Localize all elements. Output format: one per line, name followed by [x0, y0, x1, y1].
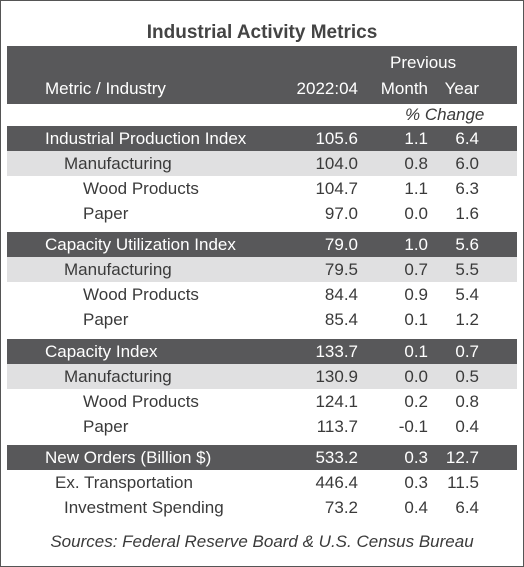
subheader: % Change [405, 105, 485, 124]
column-header: Metric / Industry [45, 79, 166, 98]
cell-value: 5.5 [455, 260, 479, 279]
row-label: Investment Spending [64, 498, 224, 517]
cell-value: 1.1 [404, 129, 428, 148]
cell-value: 0.1 [404, 310, 428, 329]
section-band [7, 126, 517, 151]
column-group: Previous [390, 53, 457, 72]
cell-value: 0.2 [404, 392, 428, 411]
cell-value: 0.0 [404, 367, 428, 386]
cell-value: 12.7 [445, 448, 479, 467]
cell-value: 79.5 [324, 260, 358, 279]
cell-value: 5.6 [455, 235, 479, 254]
cell-value: 0.9 [404, 285, 428, 304]
row-label: Manufacturing [64, 367, 172, 386]
cell-value: 0.3 [404, 473, 428, 492]
row-label: Industrial Production Index [45, 129, 247, 148]
section-band [7, 339, 517, 364]
section-band [7, 232, 517, 257]
row-label: Manufacturing [64, 260, 172, 279]
row-label: Wood Products [83, 392, 199, 411]
header-band [7, 46, 517, 104]
cell-value: 0.8 [404, 154, 428, 173]
cell-value: 105.6 [315, 129, 358, 148]
cell-value: 113.7 [316, 417, 358, 436]
column-header: Month [380, 79, 428, 98]
cell-value: 1.6 [455, 204, 479, 223]
cell-value: 11.5 [447, 473, 479, 492]
row-label: Paper [83, 204, 129, 223]
cell-value: 533.2 [315, 448, 358, 467]
cell-value: 0.4 [455, 417, 479, 436]
cell-value: 0.0 [404, 204, 428, 223]
cell-value: 0.7 [455, 342, 479, 361]
subsection-band [7, 364, 517, 389]
cell-value: 0.1 [404, 342, 428, 361]
subsection-band [7, 257, 517, 282]
subsection-band [7, 151, 517, 176]
cell-value: 0.7 [404, 260, 428, 279]
cell-value: 6.4 [455, 498, 479, 517]
cell-value: 1.2 [455, 310, 479, 329]
cell-value: 0.4 [404, 498, 428, 517]
section-band [7, 445, 517, 470]
cell-value: 1.0 [404, 235, 428, 254]
row-label: Paper [83, 417, 129, 436]
row-label: Wood Products [83, 179, 199, 198]
cell-value: -0.1 [398, 417, 428, 436]
cell-value: 79.0 [324, 235, 358, 254]
cell-value: 104.7 [315, 179, 358, 198]
cell-value: 6.3 [455, 179, 479, 198]
cell-value: 130.9 [315, 367, 358, 386]
row-label: Capacity Utilization Index [45, 235, 236, 254]
row-label: Capacity Index [45, 342, 158, 361]
cell-value: 85.4 [324, 310, 358, 329]
title: Industrial Activity Metrics [146, 22, 378, 43]
cell-value: 6.4 [455, 129, 479, 148]
row-label: Manufacturing [64, 154, 172, 173]
row-label: Wood Products [83, 285, 199, 304]
row-label: Ex. Transportation [55, 473, 193, 492]
source-note: Sources: Federal Reserve Board & U.S. Ce… [50, 532, 474, 551]
cell-value: 0.8 [455, 392, 479, 411]
cell-value: 97.0 [324, 204, 358, 223]
cell-value: 124.1 [315, 392, 358, 411]
cell-value: 446.4 [315, 473, 358, 492]
row-label: Paper [83, 310, 129, 329]
row-label: New Orders (Billion $) [45, 448, 212, 467]
column-header: 2022:04 [296, 79, 358, 98]
cell-value: 84.4 [324, 285, 358, 304]
cell-value: 0.3 [404, 448, 428, 467]
cell-value: 1.1 [404, 179, 428, 198]
cell-value: 73.2 [324, 498, 358, 517]
cell-value: 0.5 [455, 367, 479, 386]
cell-value: 5.4 [455, 285, 479, 304]
column-header: Year [444, 79, 479, 98]
cell-value: 104.0 [315, 154, 358, 173]
cell-value: 133.7 [315, 342, 358, 361]
cell-value: 6.0 [455, 154, 479, 173]
